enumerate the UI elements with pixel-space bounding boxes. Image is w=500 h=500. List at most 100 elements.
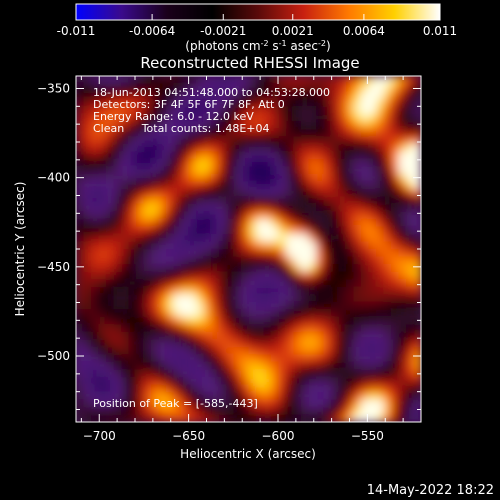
heatmap-cell [203,166,212,175]
heatmap-cell [211,301,220,310]
heatmap-cell [106,91,115,100]
heatmap-cell [158,166,167,175]
heatmap-cell [248,256,257,265]
heatmap-cell [241,414,250,422]
heatmap-cell [316,361,325,370]
heatmap-cell [278,203,287,212]
heatmap-cell [203,376,212,385]
heatmap-cell [413,211,421,220]
heatmap-cell [278,316,287,325]
heatmap-cell [383,166,392,175]
heatmap-cell [376,271,385,280]
heatmap-cell [286,226,295,235]
heatmap-cell [76,294,85,303]
heatmap-cell [338,354,347,363]
heatmap-cell [398,218,407,228]
heatmap-cell [323,264,332,273]
heatmap-cell [278,406,287,416]
heatmap-cell [286,218,295,228]
heatmap-cell [196,218,205,228]
heatmap-cell [226,301,235,310]
heatmap-cell [158,286,167,295]
heatmap-cell [136,354,145,363]
heatmap-cell [218,286,227,295]
heatmap-cell [353,331,362,340]
heatmap-cell [301,399,310,408]
heatmap-cell [406,331,415,340]
heatmap-cell [113,256,122,265]
heatmap-cell [136,181,145,190]
heatmap-cell [203,256,212,265]
heatmap-cell [293,249,302,258]
heatmap-cell [263,369,272,378]
heatmap-cell [98,279,107,288]
heatmap-cell [76,286,85,295]
heatmap-cell [248,151,257,160]
heatmap-cell [196,279,205,288]
heatmap-cell [241,203,250,212]
heatmap-cell [316,241,325,250]
heatmap-cell [106,331,115,340]
heatmap-cell [383,241,392,250]
heatmap-cell [233,188,242,197]
heatmap-cell [226,211,235,220]
heatmap-cell [143,98,152,107]
heatmap-cell [368,301,377,310]
heatmap-cell [121,106,130,115]
heatmap-cell [248,173,257,182]
heatmap-cell [151,294,160,303]
heatmap-cell [398,414,407,422]
heatmap-cell [323,361,332,370]
heatmap-cell [113,279,122,288]
heatmap-cell [241,83,250,92]
heatmap-cell [323,241,332,250]
heatmap-cell [301,354,310,363]
heatmap-cell [151,309,160,318]
heatmap-cell [113,91,122,100]
heatmap-cell [76,376,85,385]
heatmap-cell [143,399,152,408]
heatmap-cell [158,188,167,197]
heatmap-cell [271,414,280,422]
heatmap-cell [203,76,212,85]
heatmap-cell [98,376,107,385]
heatmap-cell [83,188,92,197]
heatmap-cell [241,121,250,130]
heatmap-cell [143,286,152,295]
heatmap-cell [106,406,115,416]
heatmap-cell [293,91,302,100]
heatmap-cell [226,316,235,325]
heatmap-cell [271,173,280,182]
heatmap-cell [196,406,205,416]
heatmap-cell [383,406,392,416]
heatmap-cell [121,286,130,295]
heatmap-cell [173,241,182,250]
heatmap-cell [353,294,362,303]
heatmap-cell [211,339,220,348]
heatmap-cell [76,233,85,243]
heatmap-cell [323,256,332,265]
heatmap-cell [128,294,137,303]
heatmap-cell [91,361,100,370]
heatmap-cell [203,158,212,167]
x-axis: −700 −650 −600 −550 [80,76,422,443]
heatmap-cell [151,264,160,273]
heatmap-cell [226,384,235,393]
heatmap-cell [203,218,212,228]
heatmap-cell [316,256,325,265]
heatmap-cell [143,211,152,220]
heatmap-cell [226,76,235,85]
heatmap-cell [173,226,182,235]
heatmap-cell [113,226,122,235]
heatmap-cell [368,218,377,228]
heatmap-cell [316,188,325,197]
heatmap-cell [91,384,100,393]
heatmap-cell [353,98,362,107]
heatmap-cell [196,166,205,175]
heatmap-cell [173,233,182,243]
heatmap-cell [391,346,400,355]
heatmap-cell [76,316,85,325]
heatmap-cell [151,218,160,228]
heatmap-cell [248,226,257,235]
heatmap-cell [413,399,421,408]
